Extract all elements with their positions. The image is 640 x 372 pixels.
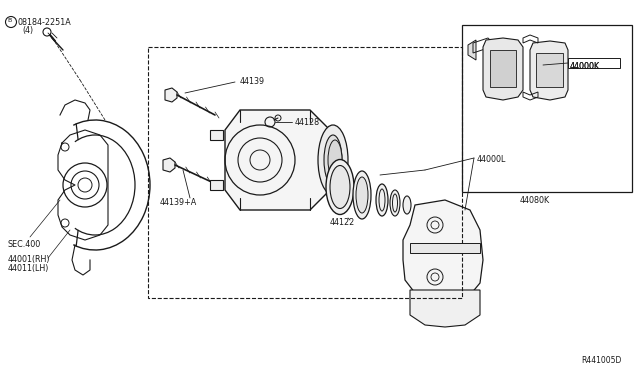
Circle shape — [544, 64, 556, 76]
Ellipse shape — [328, 140, 342, 180]
Polygon shape — [225, 110, 335, 210]
Text: 44000K: 44000K — [570, 62, 600, 71]
Polygon shape — [410, 243, 480, 253]
Text: 44001(RH): 44001(RH) — [8, 255, 51, 264]
Polygon shape — [210, 130, 223, 140]
Text: 44011(LH): 44011(LH) — [8, 264, 49, 273]
Ellipse shape — [390, 190, 400, 216]
Polygon shape — [403, 200, 483, 300]
Text: SEC.400: SEC.400 — [8, 240, 41, 249]
Ellipse shape — [330, 166, 350, 208]
Polygon shape — [536, 53, 563, 87]
Text: 44139+A: 44139+A — [160, 198, 197, 207]
Ellipse shape — [324, 135, 342, 185]
Text: 08184-2251A: 08184-2251A — [18, 18, 72, 27]
Ellipse shape — [353, 171, 371, 219]
Ellipse shape — [403, 196, 411, 214]
Text: 44000K: 44000K — [570, 62, 600, 71]
Polygon shape — [568, 58, 620, 68]
Polygon shape — [468, 40, 476, 60]
Polygon shape — [165, 88, 177, 102]
Text: (4): (4) — [22, 26, 33, 35]
Ellipse shape — [318, 125, 348, 195]
Ellipse shape — [356, 177, 368, 213]
Polygon shape — [530, 41, 568, 100]
Polygon shape — [490, 50, 516, 87]
Text: 44000L: 44000L — [477, 155, 506, 164]
Polygon shape — [410, 290, 480, 327]
Ellipse shape — [376, 184, 388, 216]
Text: 44128: 44128 — [295, 118, 320, 127]
Text: 44122: 44122 — [330, 218, 355, 227]
Text: 44139: 44139 — [240, 77, 265, 86]
Ellipse shape — [326, 160, 354, 215]
Text: 44080K: 44080K — [520, 196, 550, 205]
Text: B: B — [8, 19, 12, 23]
Polygon shape — [163, 158, 175, 172]
Text: R441005D: R441005D — [582, 356, 622, 365]
Polygon shape — [210, 180, 223, 190]
Polygon shape — [483, 38, 523, 100]
